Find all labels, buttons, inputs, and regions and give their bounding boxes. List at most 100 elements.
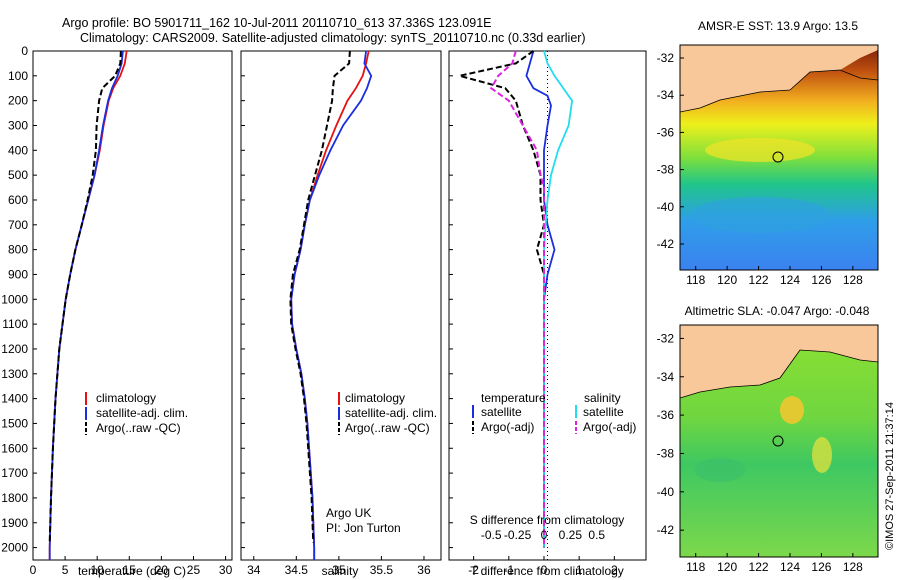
- sst-warm-patch: [705, 138, 815, 162]
- legend-label: Argo(-adj): [481, 420, 534, 434]
- depth-tick-label: 1000: [1, 292, 28, 306]
- map-x-tick-label: 124: [780, 560, 800, 574]
- legend-label: satellite: [481, 405, 522, 419]
- sst-map-yaxis: -32 -34 -36 -38 -40 -42: [657, 51, 684, 251]
- map-y-tick-label: -42: [657, 237, 675, 251]
- legend-label: Argo(..raw -QC): [96, 421, 181, 435]
- sst-argo-marker: [772, 151, 784, 163]
- legend-label: climatology: [96, 391, 156, 405]
- map-y-tick-label: -34: [657, 370, 675, 384]
- temperature-panel: [32, 50, 233, 561]
- sla-land: [680, 325, 878, 398]
- sla-coastline: [680, 349, 878, 399]
- x-tick-label: 30: [219, 563, 233, 577]
- x-tick-label: 0: [30, 563, 37, 577]
- depth-tick-label: 1900: [1, 516, 28, 530]
- legend-label: satellite-adj. clim.: [345, 406, 437, 420]
- legend-label: satellite-adj. clim.: [96, 406, 188, 420]
- sla-map-title: Altimetric SLA: -0.047 Argo: -0.048: [685, 304, 870, 318]
- sla-high-patch: [780, 396, 804, 424]
- s-tick-label: -0.25: [504, 528, 532, 542]
- legend-title-salinity: salinity: [584, 391, 621, 405]
- map-x-tick-label: 122: [749, 273, 769, 287]
- credit-line2: PI: Jon Turton: [326, 521, 401, 535]
- series-layer: [48, 50, 574, 560]
- x-tick-label: 34.5: [285, 563, 309, 577]
- s-tick-label: 0: [541, 528, 548, 542]
- series-line-argo-adj-: [459, 50, 546, 548]
- map-y-tick-label: -32: [657, 331, 675, 345]
- series-line-climatology: [48, 50, 128, 560]
- map-y-tick-label: -38: [657, 446, 675, 460]
- sst-map: [680, 45, 878, 270]
- x-tick-layer: 0 5 10 15 20 25 30 34 34.5 35 35.5 36 -2 -1 0 1 2 -0.5 -0.…: [30, 528, 618, 577]
- depth-tick-label: 1800: [1, 491, 28, 505]
- depth-tick-label: 100: [8, 69, 28, 83]
- depth-tick-label: 1100: [2, 317, 28, 331]
- depth-tick-label: 300: [8, 118, 28, 132]
- x-tick-label: 15: [123, 563, 137, 577]
- map-x-tick-label: 128: [843, 560, 863, 574]
- s-tick-label: 0.5: [588, 528, 605, 542]
- x-tick-label: 20: [155, 563, 169, 577]
- map-y-tick-label: -40: [657, 200, 675, 214]
- series-line-argo-adj-: [489, 50, 545, 548]
- depth-tick-label: 200: [8, 94, 28, 108]
- depth-tick-label: 900: [8, 267, 28, 281]
- sla-low-patch: [695, 458, 745, 482]
- depth-tick-label: 1300: [1, 367, 28, 381]
- map-x-tick-label: 126: [811, 273, 831, 287]
- temperature-legend: climatology satellite-adj. clim. Argo(..…: [85, 391, 188, 435]
- map-x-tick-label: 118: [686, 560, 705, 574]
- depth-tick-label: 1200: [1, 342, 28, 356]
- map-y-tick-label: -36: [657, 125, 675, 139]
- s-tick-label: -0.5: [481, 528, 502, 542]
- x-tick-label: 35: [332, 563, 346, 577]
- map-x-tick-label: 120: [717, 273, 737, 287]
- sst-map-title: AMSR-E SST: 13.9 Argo: 13.5: [698, 19, 858, 33]
- depth-tick-label: 1600: [1, 441, 28, 455]
- series-line-climatology: [290, 50, 370, 560]
- salinity-legend: climatology satellite-adj. clim. Argo(..…: [338, 391, 437, 435]
- map-x-tick-label: 126: [811, 560, 831, 574]
- depth-tick-label: 1400: [1, 392, 28, 406]
- salinity-xlabel: salinity: [322, 564, 359, 578]
- x-tick-label: 34: [247, 563, 261, 577]
- map-x-tick-label: 128: [843, 273, 863, 287]
- legend-label: Argo(-adj): [583, 420, 636, 434]
- sst-land: [680, 45, 878, 112]
- imos-watermark: ©IMOS 27-Sep-2011 21:37:14: [884, 402, 896, 550]
- legend-title-temperature: temperature: [481, 391, 546, 405]
- sla-argo-marker: [772, 435, 784, 447]
- sla-map-yaxis: -32 -34 -36 -38 -40 -42: [657, 331, 684, 537]
- map-x-tick-label: 120: [717, 560, 737, 574]
- x-tick-label: 2: [611, 563, 618, 577]
- x-tick-label: -2: [468, 563, 479, 577]
- depth-tick-label: 800: [8, 243, 28, 257]
- map-x-tick-label: 118: [686, 273, 705, 287]
- x-tick-label: 0: [541, 563, 548, 577]
- map-y-tick-label: -40: [657, 485, 675, 499]
- s-difference-xlabel: S difference from climatology: [470, 513, 625, 527]
- map-x-tick-label: 124: [780, 273, 800, 287]
- depth-tick-label: 600: [8, 193, 28, 207]
- sst-coastline: [680, 69, 878, 113]
- sla-map-xaxis: 118 120 122 124 126 128: [686, 553, 863, 574]
- x-tick-label: 36: [417, 563, 431, 577]
- map-y-tick-label: -32: [657, 51, 675, 65]
- x-tick-label: 1: [576, 563, 583, 577]
- depth-tick-label: 1700: [1, 466, 28, 480]
- series-line-satellite: [525, 50, 556, 548]
- temperature-xlabel: temperature (deg C): [78, 564, 186, 578]
- map-y-tick-label: -36: [657, 408, 675, 422]
- series-line-satellite-adj-clim-: [290, 50, 373, 560]
- sla-map: [680, 325, 878, 557]
- series-line-satellite-adj-clim-: [48, 50, 124, 560]
- x-tick-label: -1: [503, 563, 514, 577]
- sst-map-xaxis: 118 120 122 124 126 128: [686, 266, 863, 287]
- map-y-tick-label: -38: [657, 163, 675, 177]
- sst-map-frame: [679, 44, 879, 271]
- depth-tick-label: 2000: [1, 541, 28, 555]
- credit-line1: Argo UK: [326, 506, 371, 520]
